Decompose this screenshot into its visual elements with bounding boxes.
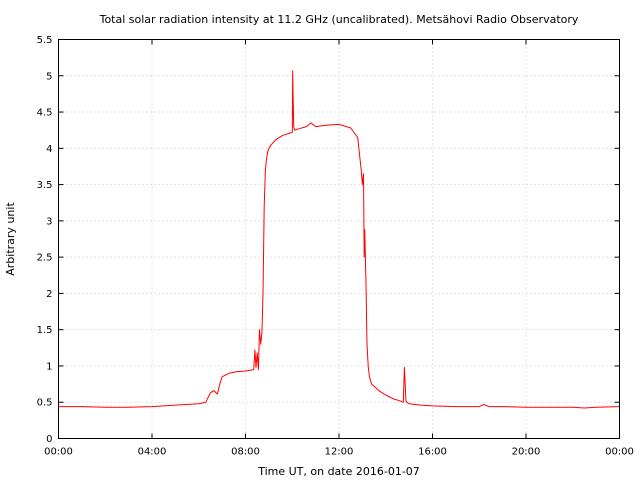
y-tick-label: 2 <box>46 289 52 300</box>
y-tick-label: 0 <box>46 434 52 445</box>
radiation-series-line <box>58 70 620 409</box>
y-tick-label: 3 <box>46 216 52 227</box>
series-layer <box>58 70 620 409</box>
chart-title: Total solar radiation intensity at 11.2 … <box>99 13 579 26</box>
ticks: 00:00 04:00 08:00 12:00 16:00 20:00 00:00 0 0.5 1… <box>37 35 634 458</box>
y-tick-label: 1 <box>46 361 52 372</box>
x-tick-label: 12:00 <box>325 447 354 458</box>
x-tick-label: 20:00 <box>512 447 541 458</box>
y-tick-label: 5 <box>46 71 52 82</box>
x-tick-label: 00:00 <box>605 447 634 458</box>
plot-frame <box>58 39 620 439</box>
x-tick-label: 04:00 <box>138 447 167 458</box>
y-tick-label: 3.5 <box>37 180 53 191</box>
y-tick-label: 4 <box>46 144 52 155</box>
x-axis-label: Time UT, on date 2016-01-07 <box>257 465 420 478</box>
y-tick-label: 2.5 <box>37 253 53 264</box>
y-axis-label: Arbitrary unit <box>4 202 17 276</box>
y-tick-label: 0.5 <box>37 398 53 409</box>
x-tick-label: 00:00 <box>44 447 73 458</box>
grid <box>58 39 620 439</box>
y-tick-label: 1.5 <box>37 325 53 336</box>
x-tick-label: 08:00 <box>231 447 260 458</box>
y-tick-label: 5.5 <box>37 35 53 46</box>
y-tick-label: 4.5 <box>37 108 53 119</box>
x-tick-label: 16:00 <box>418 447 447 458</box>
